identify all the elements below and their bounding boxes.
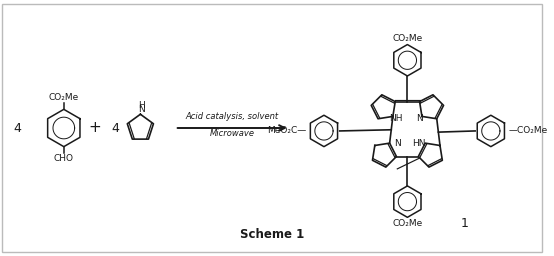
Text: NH: NH	[389, 114, 402, 123]
Text: 1: 1	[460, 217, 468, 230]
Text: Microwave: Microwave	[209, 129, 255, 138]
Text: CHO: CHO	[54, 154, 74, 163]
Text: CO₂Me: CO₂Me	[392, 34, 423, 42]
Text: CO₂Me: CO₂Me	[49, 93, 79, 102]
Text: +: +	[89, 121, 101, 135]
Text: N: N	[416, 114, 423, 123]
Text: N: N	[138, 105, 145, 114]
FancyBboxPatch shape	[2, 4, 542, 252]
Text: Acid catalysis, solvent: Acid catalysis, solvent	[186, 112, 279, 121]
Text: 4: 4	[14, 122, 22, 134]
Text: MeO₂C—: MeO₂C—	[267, 126, 306, 135]
Text: CO₂Me: CO₂Me	[392, 219, 423, 228]
Text: —CO₂Me: —CO₂Me	[509, 126, 548, 135]
Text: 4: 4	[111, 122, 119, 134]
Text: H: H	[138, 101, 145, 110]
Text: Scheme 1: Scheme 1	[240, 228, 304, 241]
Text: N: N	[394, 139, 401, 148]
Text: HN: HN	[412, 139, 426, 148]
